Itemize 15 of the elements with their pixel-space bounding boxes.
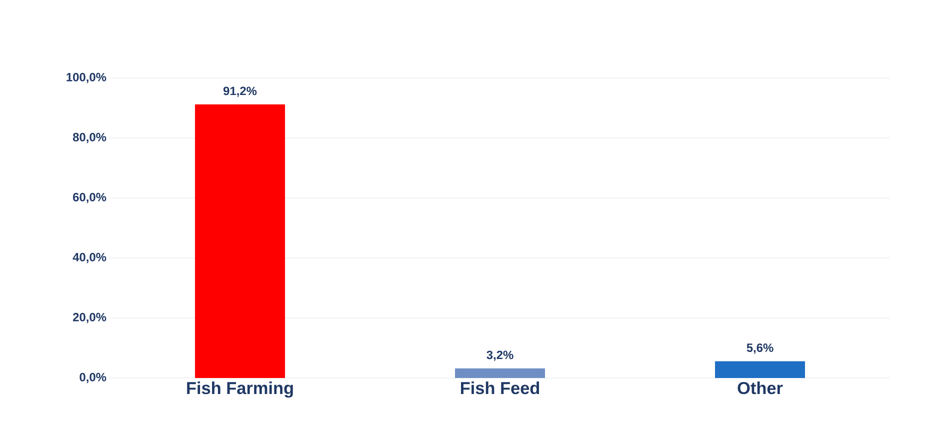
bar <box>455 368 546 378</box>
data-label: 3,2% <box>486 350 514 361</box>
bar <box>195 104 285 378</box>
y-tick-label: 100,0% <box>66 72 106 84</box>
y-tick-label: 80,0% <box>72 132 106 144</box>
data-label: 5,6% <box>746 344 774 354</box>
x-tick-label: Fish Farming <box>187 382 293 398</box>
y-tick-label: 40,0% <box>72 252 106 264</box>
y-tick-label: 20,0% <box>73 312 106 324</box>
y-tick-label: 60,0% <box>73 192 106 204</box>
x-tick-label: Fish Feed <box>460 382 540 394</box>
data-label: 91,2% <box>223 86 257 97</box>
y-tick-label: 0,0% <box>80 372 106 384</box>
x-tick-label: Other <box>738 382 783 394</box>
bar <box>715 361 806 378</box>
